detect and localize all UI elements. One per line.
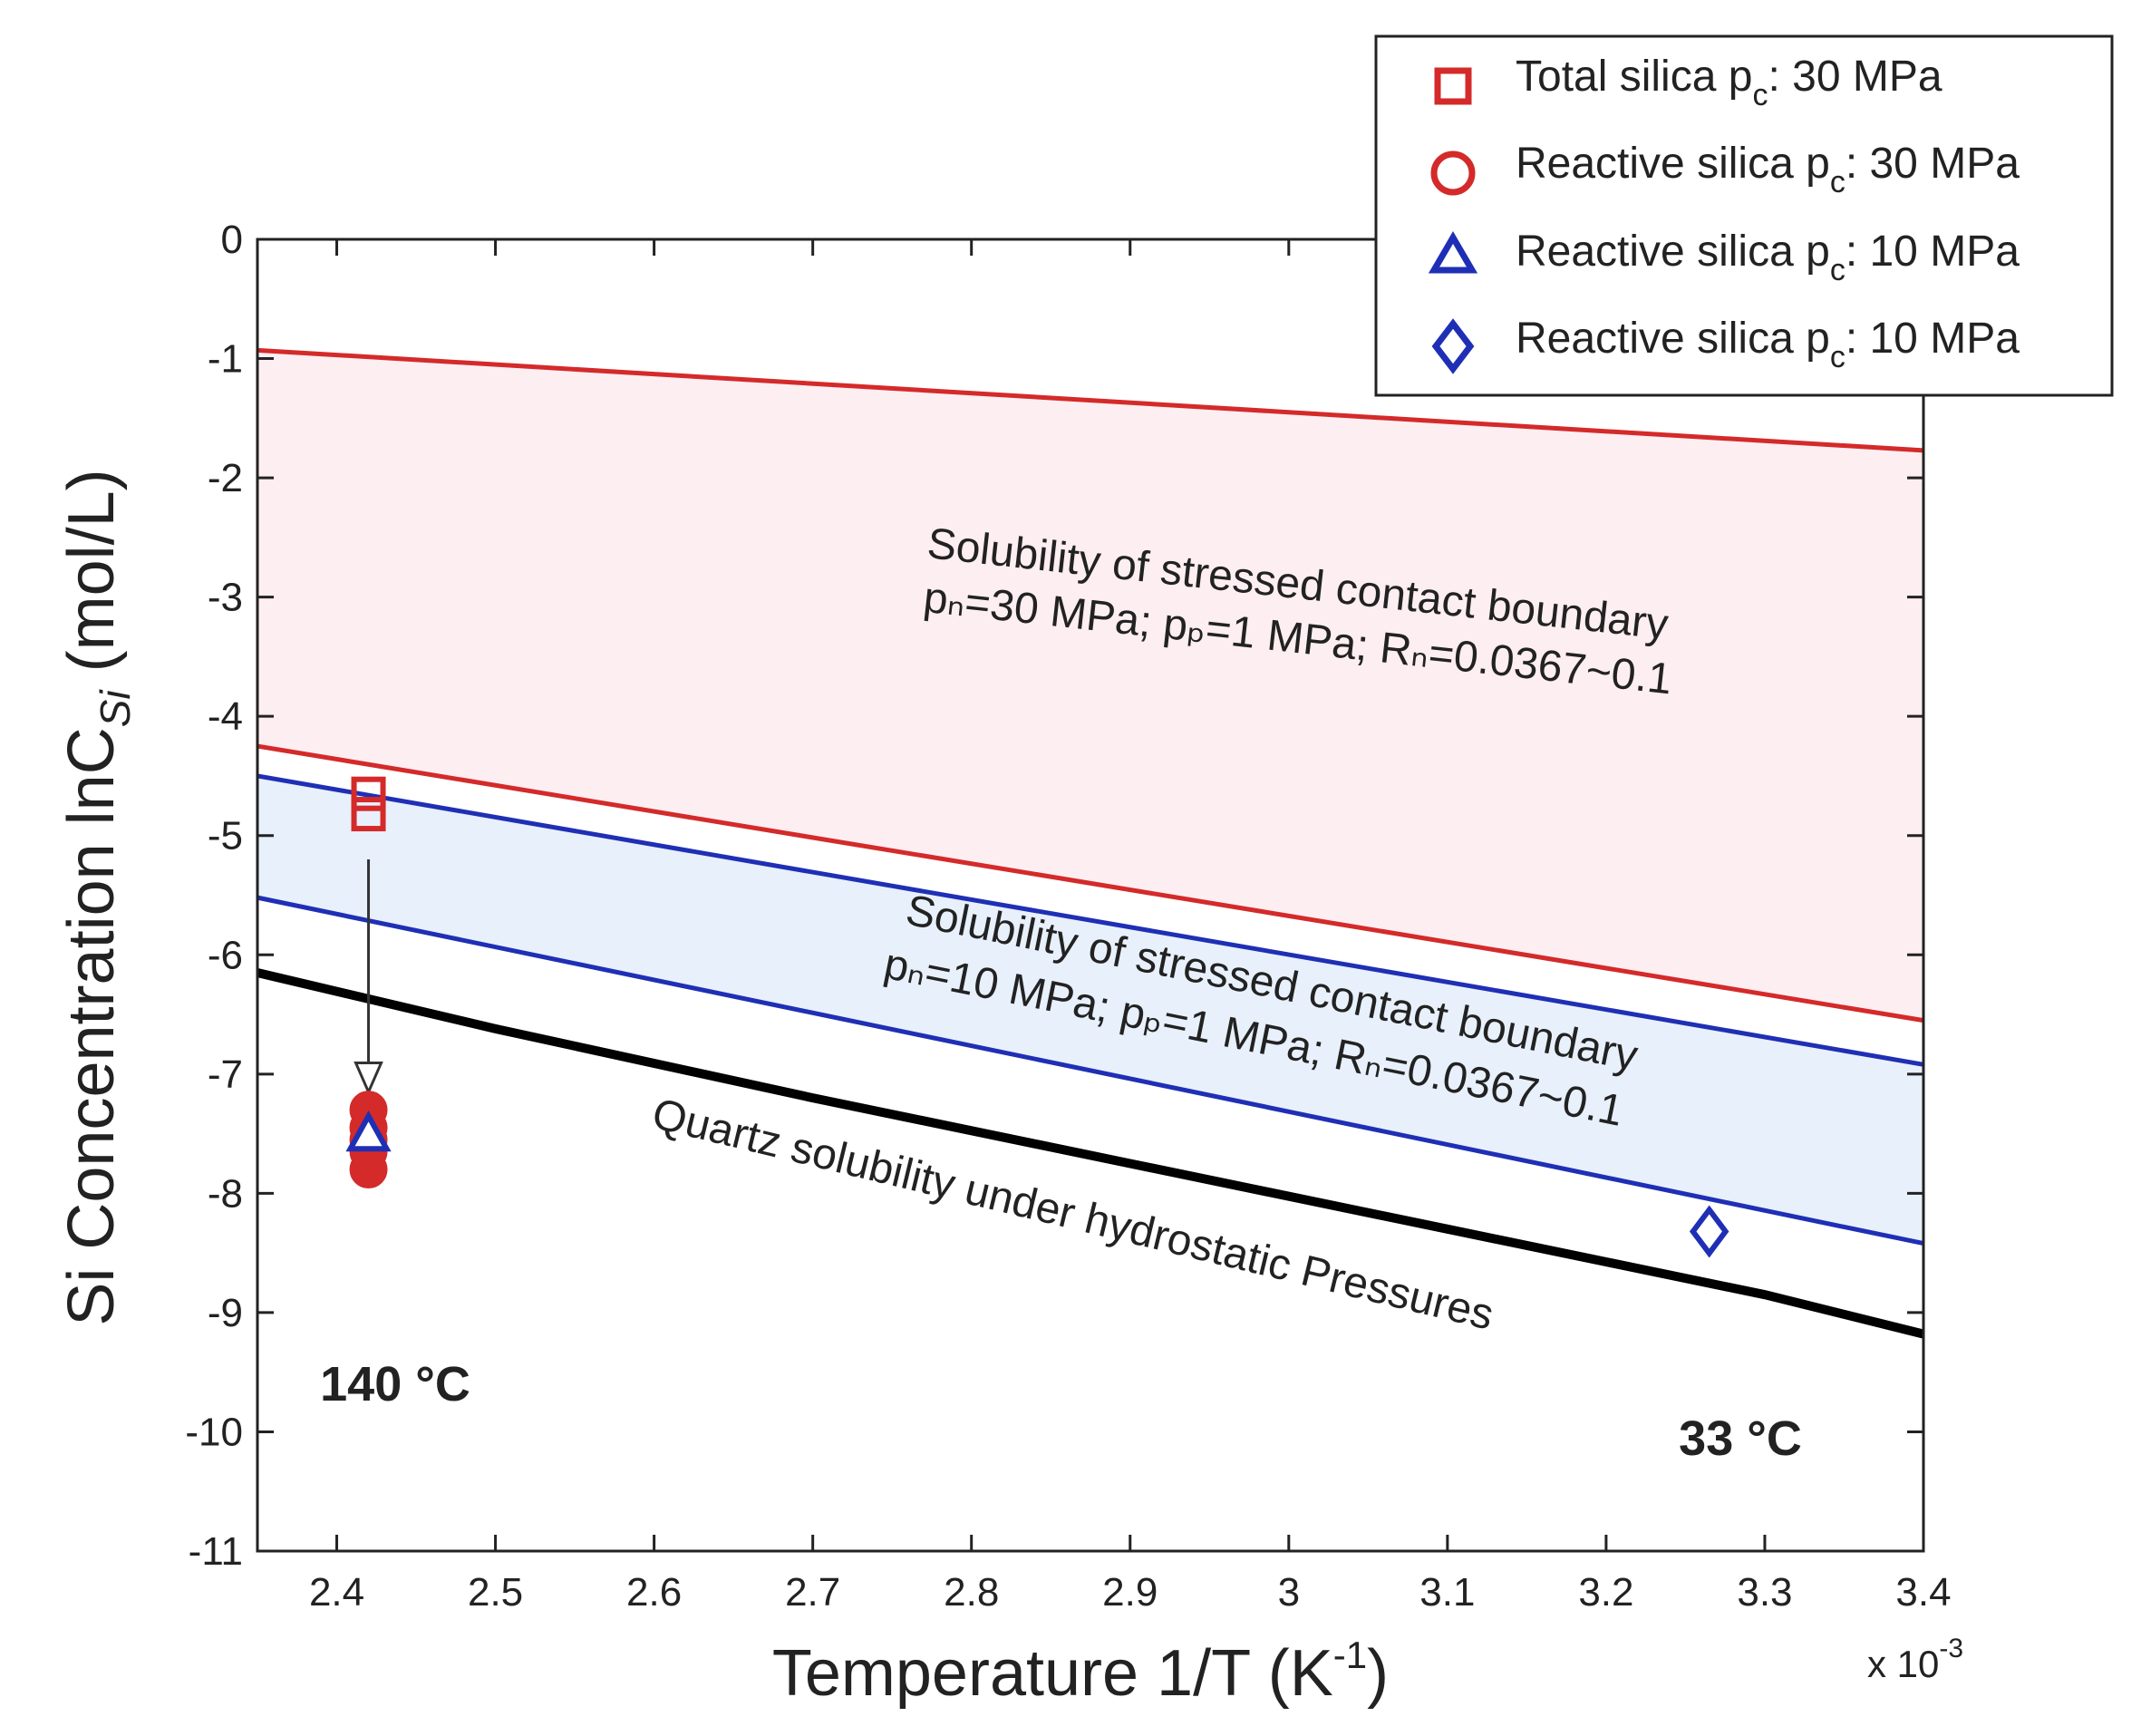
ticks-layer: 2.4 2.5 2.6 2.7 2.8 2.9 3 3.1 3.2 3.3 3.4 0 -1 -2 -3 -4… <box>185 218 1951 1615</box>
legend-label-reactive-silica-10b: Reactive silica pc: 10 MPa <box>1516 315 2020 374</box>
legend-diamond-marker <box>1431 318 1475 374</box>
y-tick-label: -6 <box>208 933 243 977</box>
y-tick-label: 0 <box>221 218 243 262</box>
y-tick-label: -2 <box>208 456 243 500</box>
band-lower-line-stressed-30MPa <box>257 743 1924 1023</box>
y-axis-title: Si Concentration lnCSi (mol/L) <box>55 469 139 1325</box>
arrow-layer <box>354 859 383 1096</box>
band-upper-line-stressed-10MPa <box>257 773 1924 1067</box>
x-multiplier-exp: -3 <box>1939 1634 1963 1663</box>
y-tick-label: -11 <box>189 1529 243 1574</box>
legend-item-total-silica-30: Total silica pc: 30 MPa <box>1434 53 1942 112</box>
y-tick-label: -1 <box>208 337 243 382</box>
markers-layer <box>345 776 1729 1258</box>
y-tick-label: -7 <box>208 1052 243 1097</box>
x-tick-label: 3.4 <box>1895 1570 1951 1615</box>
point-reactive-silica-circle <box>349 1150 388 1189</box>
point-reactive-silica-triangle <box>345 1110 392 1152</box>
x-multiplier-prefix: x 10 <box>1867 1643 1939 1685</box>
y-axis-title-main: Si Concentration lnC <box>55 727 128 1325</box>
point-total-silica-square <box>351 797 386 832</box>
y-tick-label: -5 <box>208 814 243 858</box>
x-tick-label: 2.4 <box>309 1570 364 1615</box>
legend-item-reactive-silica-30: Reactive silica pc: 30 MPa <box>1430 140 2020 199</box>
x-tick-label: 3 <box>1278 1570 1300 1615</box>
x-multiplier: x 10-3 <box>1867 1634 1963 1685</box>
x-axis-title: Temperature 1/T (K-1) <box>772 1634 1389 1710</box>
y-tick-label: -10 <box>185 1410 243 1454</box>
legend-triangle-marker <box>1428 231 1478 274</box>
x-tick-label: 3.1 <box>1419 1570 1475 1615</box>
x-tick-label: 2.6 <box>626 1570 682 1615</box>
x-tick-label: 2.7 <box>785 1570 840 1615</box>
x-tick-label: 3.2 <box>1578 1570 1633 1615</box>
x-tick-label: 2.5 <box>468 1570 523 1615</box>
x-tick-label: 2.8 <box>944 1570 999 1615</box>
y-tick-label: -8 <box>208 1171 243 1216</box>
band-fill-stressed-30MPa <box>257 350 1923 1021</box>
annotation-140c: 140 °C <box>320 1357 470 1411</box>
x-tick-label: 3.3 <box>1737 1570 1792 1615</box>
annotation-33c: 33 °C <box>1679 1411 1802 1466</box>
legend-item-reactive-silica-10-triangle: Reactive silica pc: 10 MPa <box>1428 228 2020 287</box>
legend-label-reactive-silica-30: Reactive silica pc: 30 MPa <box>1516 140 2020 199</box>
legend-label-total-silica-30: Total silica pc: 30 MPa <box>1516 53 1942 112</box>
quartz-layer <box>256 968 1925 1339</box>
point-total-silica-square <box>351 776 386 811</box>
x-tick-label: 2.9 <box>1102 1570 1158 1615</box>
legend-box <box>1374 34 2114 397</box>
y-tick-label: -3 <box>208 576 243 620</box>
band-upper-line-stressed-30MPa <box>257 347 1924 453</box>
legend-square-marker <box>1434 67 1472 105</box>
band-lower-line-stressed-10MPa <box>257 895 1924 1246</box>
plot-frame <box>256 238 1925 1553</box>
band-fill-stressed-10MPa <box>257 775 1923 1244</box>
x-axis-title-sup: -1 <box>1333 1634 1367 1676</box>
legend: Total silica pc: 30 MPa Reactive silica … <box>1374 34 2114 397</box>
bands-layer <box>257 347 1924 1246</box>
legend-circle-marker <box>1430 150 1476 196</box>
y-tick-label: -4 <box>208 694 243 739</box>
point-reactive-silica-diamond <box>1689 1205 1729 1258</box>
legend-label-reactive-silica-10a: Reactive silica pc: 10 MPa <box>1516 228 2020 287</box>
quartz-solubility-curve <box>256 968 1925 1339</box>
y-axis-title-end: (mol/L) <box>55 469 128 690</box>
x-axis-title-main: Temperature 1/T (K <box>772 1637 1333 1710</box>
y-tick-label: -9 <box>208 1291 243 1335</box>
legend-item-reactive-silica-10-diamond: Reactive silica pc: 10 MPa <box>1431 315 2020 374</box>
x-axis-title-end: ) <box>1367 1637 1389 1710</box>
y-axis-title-sub: Si <box>92 689 139 728</box>
arrow-head <box>354 1062 383 1096</box>
